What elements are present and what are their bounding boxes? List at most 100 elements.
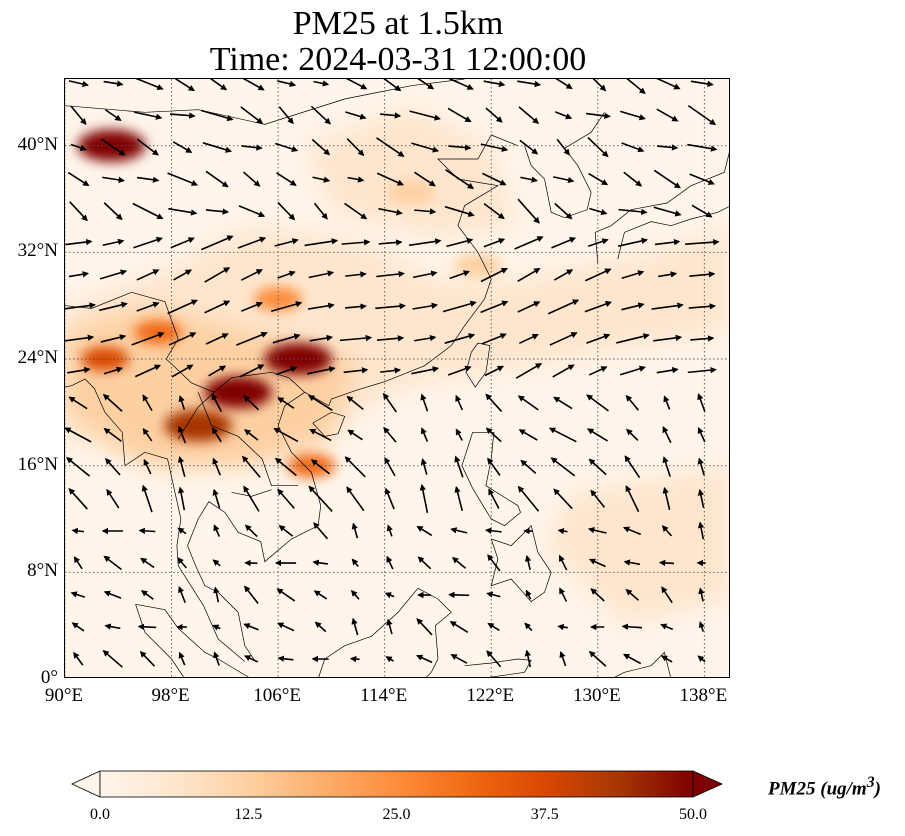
wind-arrow <box>177 425 187 444</box>
pm25-field-layer <box>65 105 729 626</box>
wind-arrow <box>444 333 476 344</box>
wind-arrow <box>307 302 335 310</box>
wind-arrow <box>65 427 92 443</box>
wind-arrow <box>168 207 198 216</box>
wind-arrow <box>277 201 296 221</box>
wind-arrow <box>71 622 85 632</box>
wind-arrow <box>239 364 265 378</box>
wind-arrow <box>278 106 294 125</box>
wind-arrow <box>480 267 508 283</box>
wind-arrow <box>697 655 706 663</box>
wind-arrow <box>174 79 195 92</box>
wind-arrow <box>555 111 573 120</box>
wind-arrow <box>205 333 229 345</box>
wind-arrow <box>455 428 463 441</box>
wind-arrow <box>73 651 84 666</box>
wind-arrow <box>311 138 331 156</box>
wind-arrow <box>657 144 679 151</box>
wind-arrow <box>383 426 397 443</box>
pm25-hotspot <box>204 376 273 409</box>
wind-arrow <box>66 457 91 477</box>
wind-arrow <box>104 458 121 476</box>
wind-arrow <box>623 559 641 566</box>
wind-arrow <box>482 172 507 186</box>
wind-arrow <box>621 142 645 153</box>
wind-arrow <box>243 485 260 512</box>
wind-arrow <box>619 365 646 376</box>
wind-arrow <box>553 176 575 184</box>
coastline <box>312 411 346 437</box>
wind-arrow <box>178 395 186 410</box>
wind-arrow <box>662 456 671 477</box>
wind-arrow <box>622 526 642 536</box>
wind-arrow <box>339 334 373 342</box>
wind-arrow <box>277 270 296 279</box>
wind-arrow <box>137 623 157 631</box>
wind-arrow <box>555 79 573 89</box>
wind-arrow <box>278 525 294 537</box>
wind-arrow <box>420 458 428 475</box>
wind-arrow <box>454 455 464 478</box>
wind-arrow <box>136 138 159 156</box>
wind-arrow <box>213 651 220 666</box>
colorbar-label: PM25 (ug/m3) <box>768 774 881 800</box>
wind-arrow <box>417 556 432 570</box>
coastline <box>465 342 491 388</box>
wind-arrow <box>552 364 575 378</box>
wind-arrow <box>559 650 567 667</box>
wind-arrow <box>68 80 89 88</box>
coastline <box>490 524 552 603</box>
wind-arrow <box>625 588 639 601</box>
wind-arrow <box>277 397 295 409</box>
wind-vector-layer <box>65 79 720 668</box>
wind-arrow <box>547 299 580 315</box>
map-time-title: Time: 2024-03-31 12:00:00 <box>209 41 587 78</box>
wind-arrow <box>617 237 648 247</box>
wind-arrow <box>480 143 509 152</box>
wind-arrow <box>449 270 471 280</box>
latitude-tick-label: 32°N <box>17 240 58 262</box>
wind-arrow <box>587 238 609 247</box>
wind-arrow <box>408 238 442 247</box>
wind-arrow <box>414 171 436 187</box>
wind-arrow <box>65 238 93 246</box>
wind-arrow <box>178 651 186 666</box>
wind-arrow <box>142 428 153 442</box>
wind-arrow <box>485 427 502 443</box>
wind-arrow <box>308 485 333 512</box>
wind-arrow <box>517 485 540 512</box>
wind-arrow <box>135 79 164 91</box>
wind-arrow <box>308 395 333 411</box>
wind-arrow <box>104 109 122 121</box>
wind-arrow <box>351 522 359 539</box>
wind-arrow <box>177 557 187 569</box>
wind-arrow <box>553 488 573 510</box>
wind-arrow <box>375 302 406 310</box>
wind-arrow <box>588 458 607 476</box>
wind-arrow <box>616 333 650 344</box>
wind-arrow <box>136 176 160 183</box>
wind-arrow <box>73 556 83 570</box>
colorbar-tick-label: 50.0 <box>679 806 707 823</box>
wind-arrow <box>347 429 363 441</box>
wind-arrow <box>376 335 405 342</box>
wind-arrow <box>688 303 716 310</box>
wind-arrow <box>621 623 643 630</box>
wind-arrow <box>272 333 301 344</box>
wind-arrow <box>243 395 260 411</box>
wind-arrow <box>102 238 125 247</box>
colorbar-tick-label: 37.5 <box>530 806 559 823</box>
wind-arrow <box>685 238 720 246</box>
wind-arrow <box>103 427 122 442</box>
wind-arrow <box>412 270 438 279</box>
wind-arrow <box>103 555 122 571</box>
pm25-hotspot <box>387 180 436 205</box>
wind-arrow <box>67 171 90 187</box>
wind-arrow <box>347 176 365 183</box>
wind-arrow <box>520 459 537 474</box>
wind-arrow <box>386 524 393 537</box>
wind-arrow <box>486 650 502 668</box>
wind-arrow <box>312 176 331 183</box>
wind-arrow <box>309 334 334 342</box>
wind-arrow <box>274 142 299 152</box>
